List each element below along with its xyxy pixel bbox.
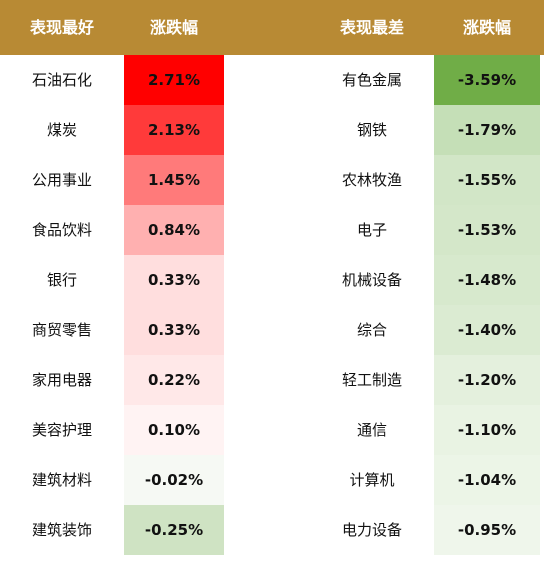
best-change-header: 涨跌幅 xyxy=(149,18,198,37)
best-change-value: 0.33% xyxy=(124,255,224,305)
worst-change-value: -1.48% xyxy=(434,255,540,305)
best-industry-name: 银行 xyxy=(46,271,77,289)
table-row: 家用电器 0.22% 轻工制造 -1.20% xyxy=(0,355,544,405)
table-row: 建筑材料 -0.02% 计算机 -1.04% xyxy=(0,455,544,505)
best-industry-name: 煤炭 xyxy=(46,121,77,139)
worst-change-value: -1.20% xyxy=(434,355,540,405)
best-change-value: -0.25% xyxy=(124,505,224,555)
best-change-value: 0.22% xyxy=(124,355,224,405)
worst-industry-name: 轻工制造 xyxy=(341,371,402,389)
worst-change-value: -1.79% xyxy=(434,105,540,155)
worst-industry-name: 机械设备 xyxy=(341,271,402,289)
best-industry-name: 建筑材料 xyxy=(31,471,92,489)
table-row: 食品饮料 0.84% 电子 -1.53% xyxy=(0,205,544,255)
worst-industry-name: 通信 xyxy=(356,421,387,439)
best-change-value: 1.45% xyxy=(124,155,224,205)
best-industry-name: 建筑装饰 xyxy=(31,521,92,539)
worst-change-value: -1.40% xyxy=(434,305,540,355)
best-change-value: 0.10% xyxy=(124,405,224,455)
worst-change-value: -1.10% xyxy=(434,405,540,455)
table-row: 银行 0.33% 机械设备 -1.48% xyxy=(0,255,544,305)
best-change-value: -0.02% xyxy=(124,455,224,505)
worst-industry-name: 钢铁 xyxy=(356,121,387,139)
worst-change-value: -0.95% xyxy=(434,505,540,555)
worst-industry-name: 电力设备 xyxy=(341,521,402,539)
table-row: 商贸零售 0.33% 综合 -1.40% xyxy=(0,305,544,355)
worst-change-header: 涨跌幅 xyxy=(462,18,511,37)
best-industry-name: 美容护理 xyxy=(31,421,92,439)
worst-change-value: -1.53% xyxy=(434,205,540,255)
worst-industry-name: 有色金属 xyxy=(341,71,402,89)
table-row: 石油石化 2.71% 有色金属 -3.59% xyxy=(0,55,544,105)
worst-change-value: -1.55% xyxy=(434,155,540,205)
best-industry-name: 石油石化 xyxy=(31,71,92,89)
table-row: 美容护理 0.10% 通信 -1.10% xyxy=(0,405,544,455)
best-change-value: 2.71% xyxy=(124,55,224,105)
worst-header: 表现最差 xyxy=(339,18,404,37)
best-change-value: 0.84% xyxy=(124,205,224,255)
table-row: 煤炭 2.13% 钢铁 -1.79% xyxy=(0,105,544,155)
worst-industry-name: 计算机 xyxy=(349,471,395,489)
best-header: 表现最好 xyxy=(29,18,94,37)
best-change-value: 2.13% xyxy=(124,105,224,155)
best-industry-name: 食品饮料 xyxy=(31,221,92,239)
best-industry-name: 公用事业 xyxy=(31,171,92,189)
best-industry-name: 商贸零售 xyxy=(31,321,92,339)
worst-change-value: -3.59% xyxy=(434,55,540,105)
worst-industry-name: 农林牧渔 xyxy=(341,171,402,189)
worst-change-value: -1.04% xyxy=(434,455,540,505)
table-row: 建筑装饰 -0.25% 电力设备 -0.95% xyxy=(0,505,544,555)
best-industry-name: 家用电器 xyxy=(31,371,92,389)
table-header: 表现最好 涨跌幅 表现最差 涨跌幅 xyxy=(0,0,544,55)
best-change-value: 0.33% xyxy=(124,305,224,355)
worst-industry-name: 综合 xyxy=(356,321,387,339)
table-row: 公用事业 1.45% 农林牧渔 -1.55% xyxy=(0,155,544,205)
worst-industry-name: 电子 xyxy=(356,221,387,239)
